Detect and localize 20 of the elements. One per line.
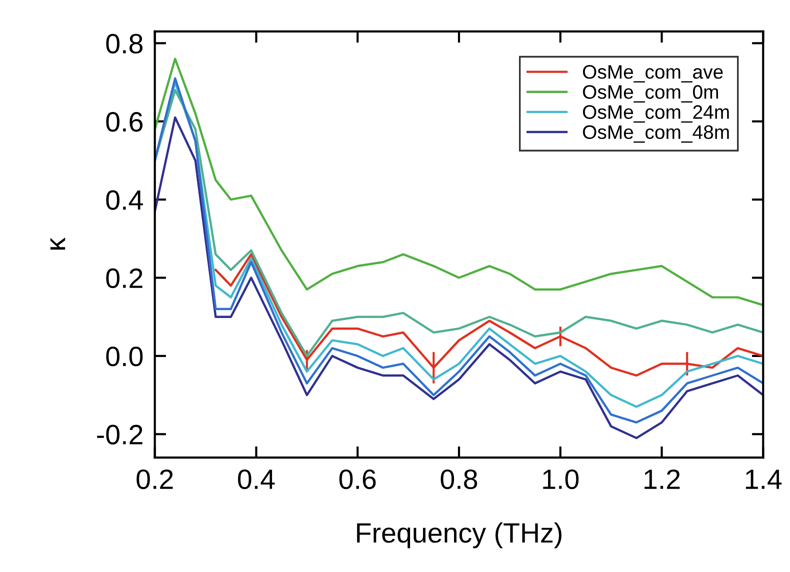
legend-label: OsMe_com_48m [582,125,729,143]
x-axis-title: Frequency (THz) [357,522,562,548]
line-series [154,58,764,306]
y-tick-label: 0.8 [106,34,143,54]
y-tick-label: 0.4 [106,190,143,210]
x-tick-label: 1.2 [644,469,680,489]
y-tick-label: 0.6 [106,112,143,132]
y-tick-label: 0.2 [106,268,142,288]
x-tick-label: 0.6 [339,469,376,490]
x-tick-label: 1.0 [543,469,579,490]
y-tick-label: -0.2 [97,424,142,444]
x-tick-label: 0.8 [440,469,478,490]
y-axis-title: κ [50,238,66,250]
legend-label: OsMe_com_0m [582,85,718,103]
x-tick-label: 1.4 [746,470,782,489]
legend-label: OsMe_com_24m [582,105,729,123]
x-tick-label: 0.2 [136,469,173,490]
x-tick-label: 0.4 [238,469,275,490]
legend-label: OsMe_com_ave [582,65,723,82]
y-tick-label: 0.0 [106,346,143,366]
